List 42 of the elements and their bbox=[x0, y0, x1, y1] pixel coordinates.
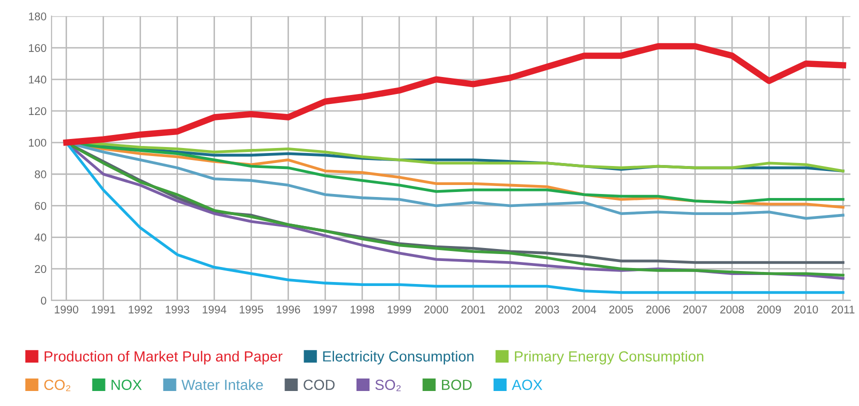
x-tick-label: 1991 bbox=[92, 306, 116, 314]
x-tick-label: 2007 bbox=[683, 306, 707, 314]
y-tick-label: 0 bbox=[40, 296, 46, 305]
y-tick-label: 60 bbox=[34, 202, 46, 210]
x-tick-label: 2009 bbox=[757, 306, 781, 314]
x-tick-label: 2011 bbox=[832, 306, 854, 314]
x-tick-label: 2006 bbox=[646, 306, 670, 314]
legend-label: Water Intake bbox=[181, 379, 263, 390]
x-tick-label: 2003 bbox=[535, 306, 560, 314]
x-tick-label: 1993 bbox=[166, 306, 190, 314]
legend-label: CO₂ bbox=[44, 380, 70, 392]
x-tick-label: 2005 bbox=[609, 306, 633, 314]
x-tick-label: 1997 bbox=[314, 306, 338, 314]
y-tick-label: 140 bbox=[28, 76, 46, 84]
x-tick-label: 1990 bbox=[54, 306, 78, 314]
x-tick-label: 1995 bbox=[240, 306, 264, 314]
x-tick-label: 1999 bbox=[388, 306, 412, 314]
x-tick-label: 2002 bbox=[498, 306, 522, 314]
x-tick-label: 1992 bbox=[128, 306, 152, 314]
y-tick-label: 40 bbox=[34, 234, 46, 242]
y-tick-label: 80 bbox=[34, 170, 46, 178]
legend-label: COD bbox=[304, 380, 335, 390]
y-tick-label: 120 bbox=[28, 107, 46, 116]
x-tick-label: 2000 bbox=[424, 306, 448, 314]
y-tick-label: 100 bbox=[28, 138, 46, 147]
legend-label: Production of Market Pulp and Paper bbox=[44, 350, 282, 364]
legend-label: AOX bbox=[512, 380, 542, 390]
x-tick-label: 2010 bbox=[794, 306, 818, 314]
x-tick-label: 1996 bbox=[276, 306, 300, 314]
y-tick-label: 180 bbox=[28, 12, 46, 20]
legend-label: NOX bbox=[112, 380, 142, 390]
legend-label: Primary Energy Consumption bbox=[514, 350, 704, 364]
y-tick-label: 160 bbox=[28, 44, 46, 52]
y-tick-label: 20 bbox=[34, 265, 46, 273]
legend-label: BOD bbox=[442, 380, 472, 390]
x-tick-label: 1994 bbox=[202, 306, 226, 314]
x-tick-label: 2001 bbox=[461, 306, 485, 314]
x-tick-label: 1998 bbox=[350, 306, 374, 314]
x-tick-label: 2004 bbox=[572, 306, 596, 314]
legend-label: Electricity Consumption bbox=[323, 350, 474, 364]
x-tick-label: 2008 bbox=[720, 306, 744, 314]
legend-label: SO₂ bbox=[375, 380, 401, 392]
